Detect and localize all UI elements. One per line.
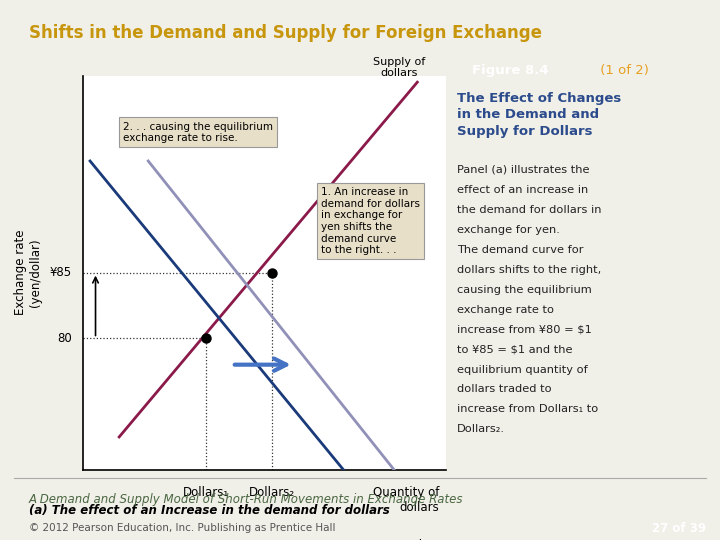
Text: Panel (a) illustrates the: Panel (a) illustrates the xyxy=(457,165,590,175)
Text: The Effect of Changes
in the Demand and
Supply for Dollars: The Effect of Changes in the Demand and … xyxy=(457,92,621,138)
Text: Figure 8.4: Figure 8.4 xyxy=(472,64,549,77)
Text: the demand for dollars in: the demand for dollars in xyxy=(457,205,602,215)
Text: Dollars₂: Dollars₂ xyxy=(249,485,295,498)
Text: effect of an increase in: effect of an increase in xyxy=(457,185,588,195)
Text: © 2012 Pearson Education, Inc. Publishing as Prentice Hall: © 2012 Pearson Education, Inc. Publishin… xyxy=(29,523,336,533)
Text: Dollars₂.: Dollars₂. xyxy=(457,424,505,435)
Text: (1 of 2): (1 of 2) xyxy=(596,64,649,77)
Text: The demand curve for: The demand curve for xyxy=(457,245,584,255)
Text: to ¥85 = $1 and the: to ¥85 = $1 and the xyxy=(457,345,572,355)
Text: equilibrium quantity of: equilibrium quantity of xyxy=(457,364,588,375)
Text: Shifts in the Demand and Supply for Foreign Exchange: Shifts in the Demand and Supply for Fore… xyxy=(29,24,541,42)
Text: (a) The effect of an Increase in the demand for dollars: (a) The effect of an Increase in the dem… xyxy=(29,504,390,517)
Text: ¥85: ¥85 xyxy=(50,266,72,279)
Text: increase from ¥80 = $1: increase from ¥80 = $1 xyxy=(457,325,592,335)
Text: increase from Dollars₁ to: increase from Dollars₁ to xyxy=(457,404,598,415)
Text: 27 of 39: 27 of 39 xyxy=(652,522,706,535)
Text: dollars shifts to the right,: dollars shifts to the right, xyxy=(457,265,601,275)
Text: Supply of
dollars: Supply of dollars xyxy=(373,57,426,78)
Text: dollars traded to: dollars traded to xyxy=(457,384,552,395)
Text: 2. . . causing the equilibrium
exchange rate to rise.: 2. . . causing the equilibrium exchange … xyxy=(123,122,273,143)
Text: exchange rate to: exchange rate to xyxy=(457,305,554,315)
Text: Quantity of
dollars: Quantity of dollars xyxy=(373,485,439,514)
Text: Demand₂: Demand₂ xyxy=(374,539,428,540)
Text: A Demand and Supply Model of Short-Run Movements in Exchange Rates: A Demand and Supply Model of Short-Run M… xyxy=(29,493,463,506)
Text: 80: 80 xyxy=(57,332,72,345)
Text: 1. An increase in
demand for dollars
in exchange for
yen shifts the
demand curve: 1. An increase in demand for dollars in … xyxy=(321,187,420,255)
Text: Exchange rate
(yen/dollar): Exchange rate (yen/dollar) xyxy=(14,230,42,315)
Text: causing the equilibrium: causing the equilibrium xyxy=(457,285,592,295)
Text: exchange for yen.: exchange for yen. xyxy=(457,225,560,235)
Text: Dollars₁: Dollars₁ xyxy=(184,485,230,498)
